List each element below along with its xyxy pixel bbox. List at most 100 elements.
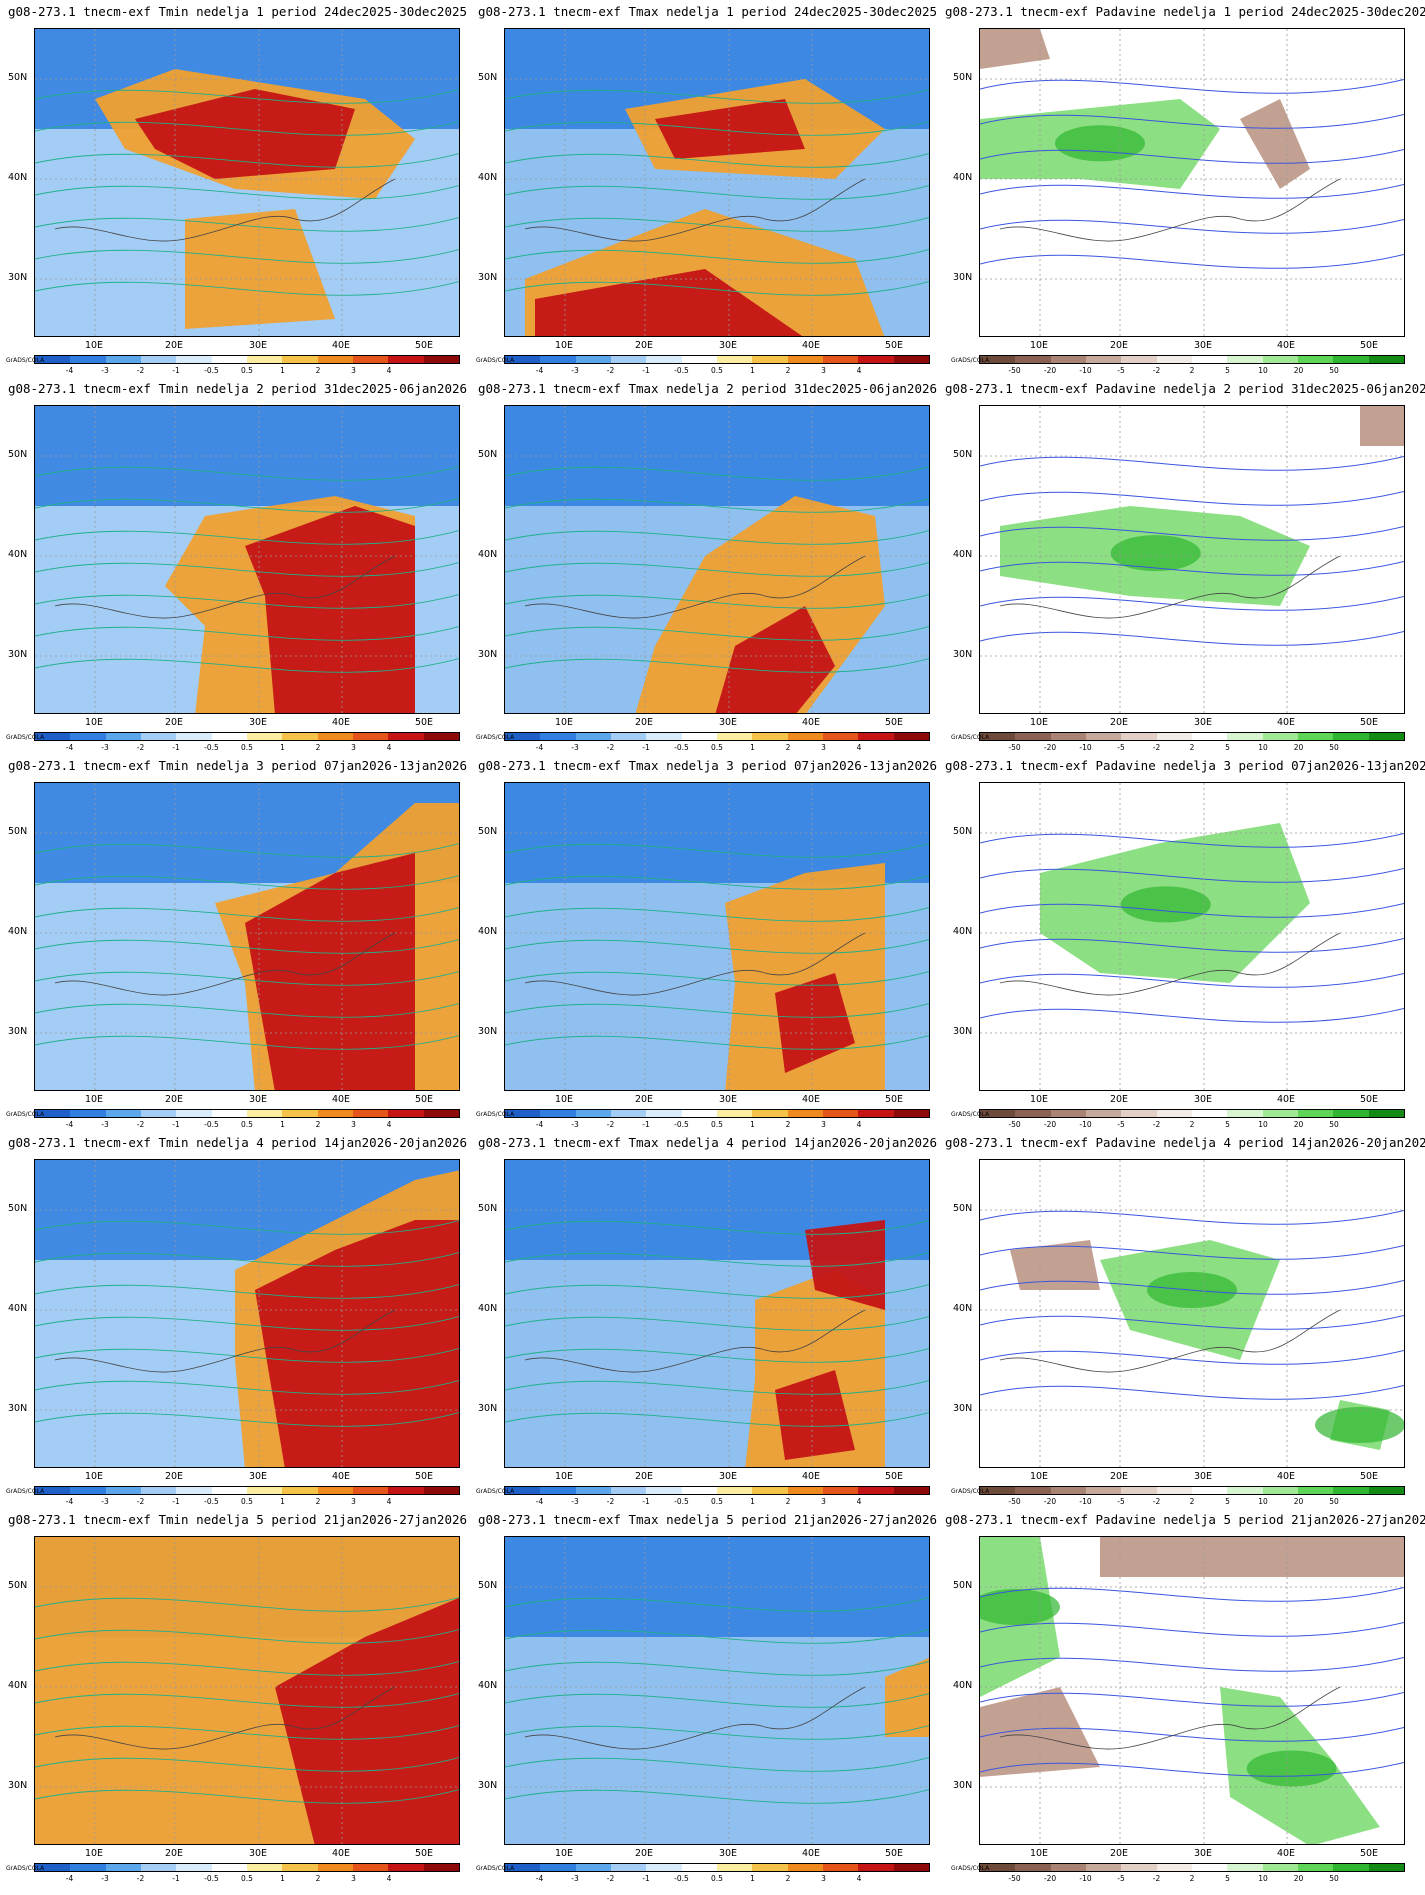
colorbar-swatch <box>822 733 859 740</box>
anomaly-field <box>35 783 459 1090</box>
colorbar-swatch <box>1262 1487 1298 1494</box>
lon-label: 30E <box>718 1094 738 1105</box>
colorbar-swatch <box>352 356 389 363</box>
lon-label: 30E <box>248 1471 268 1482</box>
colorbar-label: -2 <box>136 1497 145 1506</box>
lat-label: 30N <box>8 1403 28 1414</box>
colorbar-label: -3 <box>571 1120 579 1129</box>
colorbar-label: 50 <box>1329 366 1339 375</box>
lon-label: 10E <box>84 1094 104 1105</box>
colorbar-label: 4 <box>386 1874 392 1883</box>
colorbar-label: -4 <box>65 1497 74 1506</box>
colorbar-label: 50 <box>1329 1120 1339 1129</box>
colorbar-swatch <box>893 1110 929 1117</box>
panel-title: g08-273.1 tnecm-exf Tmin nedelja 4 perio… <box>7 1135 468 1150</box>
lat-label: 40N <box>953 1680 973 1691</box>
colorbar-swatch <box>980 356 1016 363</box>
colorbar-swatch <box>646 1864 682 1871</box>
lon-label: 40E <box>801 1471 821 1482</box>
lat-label: 40N <box>953 1303 973 1314</box>
colorbar-label: 2 <box>785 743 791 752</box>
colorbar-label: -0.5 <box>204 366 219 375</box>
lat-label: 50N <box>8 1580 28 1591</box>
colorbar-label: -2 <box>606 1497 615 1506</box>
colorbar-label: -5 <box>1117 366 1125 375</box>
colorbar-label: -10 <box>1079 1497 1092 1506</box>
colorbar-swatch <box>1227 356 1263 363</box>
colorbar-label: 2 <box>315 1874 321 1883</box>
colorbar-label: 5 <box>1225 1497 1230 1506</box>
colorbar-swatch <box>176 1487 212 1494</box>
colorbar-swatch <box>540 356 576 363</box>
lon-label: 20E <box>1109 1094 1129 1105</box>
colorbar-label: 3 <box>351 1874 356 1883</box>
colorbar-label: -5 <box>1117 743 1125 752</box>
panel-prec-week-1: g08-273.1 tnecm-exf Padavine nedelja 1 p… <box>945 0 1425 379</box>
lat-label: 40N <box>478 1303 498 1314</box>
colorbar-swatch <box>317 1864 353 1871</box>
map-area <box>34 1159 460 1468</box>
lon-label: 10E <box>84 340 104 351</box>
colorbar-swatch <box>505 356 541 363</box>
lon-label: 30E <box>718 1471 738 1482</box>
map-area <box>504 782 930 1091</box>
anomaly-field <box>505 406 929 713</box>
colorbar-swatch <box>980 733 1016 740</box>
colorbar-swatch <box>246 356 283 363</box>
colorbar-label: -1 <box>642 366 650 375</box>
grads-credit: GrADS/COLA <box>476 1865 515 1872</box>
colorbar-label: 0.5 <box>711 366 723 375</box>
colorbar-label: 2 <box>315 1120 321 1129</box>
colorbar-swatch <box>505 733 541 740</box>
colorbar-label: -4 <box>65 1874 74 1883</box>
colorbar <box>504 355 930 364</box>
colorbar-label: -1 <box>172 366 180 375</box>
lon-label: 50E <box>1359 1471 1379 1482</box>
panel-title: g08-273.1 tnecm-exf Tmax nedelja 3 perio… <box>477 758 938 773</box>
lon-label: 50E <box>1359 1848 1379 1859</box>
colorbar-label: -0.5 <box>204 1120 219 1129</box>
colorbar-swatch <box>575 1487 611 1494</box>
colorbar <box>504 732 930 741</box>
colorbar-swatch <box>858 1110 894 1117</box>
lon-label: 20E <box>164 717 184 728</box>
lat-label: 40N <box>8 1303 28 1314</box>
lon-label: 30E <box>248 1848 268 1859</box>
colorbar-label: 2 <box>1189 1497 1195 1506</box>
lat-label: 40N <box>478 1680 498 1691</box>
colorbar <box>34 1109 460 1118</box>
colorbar-swatch <box>388 733 424 740</box>
lat-label: 50N <box>953 826 973 837</box>
colorbar-swatch <box>752 733 788 740</box>
map-area <box>979 28 1405 337</box>
colorbar-label: -50 <box>1008 1497 1021 1506</box>
colorbar-label: -4 <box>535 1120 544 1129</box>
colorbar-swatch <box>1050 1864 1086 1871</box>
colorbar-swatch <box>1085 1487 1122 1494</box>
lon-label: 30E <box>1193 717 1213 728</box>
colorbar-swatch <box>787 356 823 363</box>
colorbar-swatch <box>1156 1110 1192 1117</box>
lon-label: 40E <box>801 1094 821 1105</box>
lon-label: 10E <box>1029 340 1049 351</box>
lon-label: 40E <box>801 717 821 728</box>
grads-credit: GrADS/COLA <box>6 734 45 741</box>
colorbar-label: 1 <box>750 1874 755 1883</box>
colorbar-label: -1 <box>172 743 180 752</box>
colorbar-swatch <box>1262 356 1298 363</box>
colorbar-label: -10 <box>1079 366 1092 375</box>
colorbar <box>979 355 1405 364</box>
lat-label: 30N <box>478 649 498 660</box>
colorbar-label: 2 <box>785 1120 791 1129</box>
colorbar-swatch <box>282 1110 318 1117</box>
colorbar-swatch <box>176 1864 212 1871</box>
colorbar <box>979 1486 1405 1495</box>
anomaly-field <box>35 1537 459 1844</box>
colorbar-label: -3 <box>571 1874 579 1883</box>
colorbar-label: 1 <box>750 1497 755 1506</box>
colorbar-label: 4 <box>386 1497 392 1506</box>
panel-prec-week-3: g08-273.1 tnecm-exf Padavine nedelja 3 p… <box>945 754 1425 1133</box>
lat-label: 30N <box>953 1026 973 1037</box>
colorbar-label: 4 <box>386 743 392 752</box>
colorbar-label: -0.5 <box>204 743 219 752</box>
